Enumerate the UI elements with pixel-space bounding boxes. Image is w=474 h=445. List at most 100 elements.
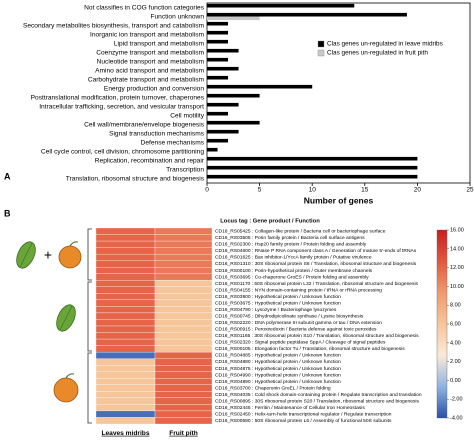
heat-cell <box>95 312 156 320</box>
heat-cell <box>95 358 156 366</box>
bar <box>207 129 239 134</box>
heat-cell <box>95 234 156 242</box>
x-axis-title: Number of genes <box>304 195 374 205</box>
heat-cell <box>95 253 156 261</box>
heat-cell <box>95 227 156 235</box>
heat-cell <box>154 410 213 418</box>
colorbar-tick-label: 0.00 <box>450 378 461 384</box>
heat-cell <box>154 404 213 412</box>
row-label: CD16_RS03695 : Co-chaperone GroES / Prot… <box>215 274 369 280</box>
x-tick-label: 5 <box>258 187 262 194</box>
row-label: CD16_RS00105 : Elongation factor Tu / Tr… <box>215 346 405 352</box>
colorbar-tick-label: 2.00 <box>450 359 461 365</box>
heat-cell <box>154 293 213 301</box>
bar <box>207 84 313 89</box>
heat-cell <box>154 332 213 340</box>
heat-cell <box>95 306 156 314</box>
row-label: CD16_RS04875 : Hypothetical protein / Un… <box>215 366 341 372</box>
x-tick-label: 25 <box>466 187 474 194</box>
colorbar-tick-label: 8.00 <box>450 303 461 309</box>
row-label: CD16_RS01625 : Bax inhibitor-1/YccA fami… <box>215 255 372 261</box>
heat-cell <box>154 273 213 281</box>
row-label: CD16_RS01310 : 30S ribosomal protein S6 … <box>215 261 417 267</box>
row-label: CD16_RS02300 : Hsp20 family protein / Pr… <box>215 242 367 248</box>
heat-cell <box>154 299 213 307</box>
heat-cell <box>95 325 156 333</box>
legend-label: Clas genes un-regulated in leave midribs <box>327 41 443 48</box>
y-tick-label: Inorganic ion transport and metabolism <box>90 31 204 38</box>
bar <box>207 156 418 161</box>
y-tick-label: Amino acid transport and metabolism <box>95 67 204 74</box>
heat-cell <box>154 371 213 379</box>
heat-cell <box>95 273 156 281</box>
row-label: CD16_RS00915 : Peroxiredoxin / Bacteria … <box>215 327 377 333</box>
bar <box>207 66 239 71</box>
colorbar-tick-label: 10.00 <box>450 284 464 290</box>
row-label: CD16_RS03505 : Porin family protein / Ba… <box>215 235 365 241</box>
heat-cell <box>154 384 213 392</box>
bar <box>207 48 239 53</box>
y-tick-label: Replication, recombination and repair <box>95 157 205 164</box>
x-tick-label: 10 <box>309 187 317 194</box>
y-tick-label: Nucleotide transport and metabolism <box>97 58 205 65</box>
bar <box>207 102 239 107</box>
heat-cell <box>154 260 213 268</box>
heat-cell <box>95 384 156 392</box>
y-tick-label: Energy production and conversion <box>104 85 204 92</box>
y-tick-label: Carbohydrate transport and metabolism <box>88 76 205 83</box>
colorbar-tick-label: -4.00 <box>450 415 463 421</box>
x-tick-label: 0 <box>205 187 209 194</box>
y-tick-label: Function unknown <box>150 13 204 20</box>
column-label: Fruit pith <box>169 430 198 437</box>
bar <box>207 120 260 125</box>
y-tick-label: Translation, ribosomal structure and bio… <box>66 175 205 182</box>
heat-cell <box>95 260 156 268</box>
y-tick-label: Intracellular trafficking, secretion, an… <box>39 103 204 110</box>
legend-swatch <box>317 49 325 57</box>
row-label: CD16_RS03900 : Hypothetical protein / Un… <box>215 294 341 300</box>
row-label: CD16_RS02220 : DNA polymerase III subuni… <box>215 320 382 326</box>
panel-label: A <box>4 171 11 181</box>
y-tick-label: Posttranslational modification, protein … <box>31 94 205 101</box>
colorbar <box>436 229 448 419</box>
heat-cell <box>154 280 213 287</box>
row-label: CD16_RS00745 : Dihydrodipicolinate synth… <box>215 313 364 319</box>
heat-cell <box>95 397 156 405</box>
column-label: Leaves midribs <box>101 430 149 437</box>
y-tick-label: Secondary metabolites biosynthesis, tran… <box>23 22 205 29</box>
panel-label: B <box>4 208 11 218</box>
heat-cell <box>154 338 213 346</box>
heat-cell <box>95 410 156 418</box>
heat-cell <box>154 240 213 248</box>
bar <box>207 39 229 44</box>
bar <box>207 165 418 170</box>
heat-cell <box>154 227 213 235</box>
row-label: CD16_RS04600 : RNase P RNA component cla… <box>215 248 417 254</box>
heat-cell <box>95 286 156 294</box>
colorbar-tick-label: -2.00 <box>450 397 463 403</box>
heat-cell <box>95 247 156 255</box>
heat-cell <box>154 391 213 399</box>
x-tick-label: 15 <box>361 187 369 194</box>
heat-cell <box>95 345 156 353</box>
y-tick-label: Lipid transport and metabolism <box>114 40 205 47</box>
row-label: CD16_RS01165 : 30S ribosomal protein S10… <box>215 333 419 339</box>
bar <box>207 174 418 179</box>
heat-cell <box>95 332 156 340</box>
heat-cell <box>154 319 213 327</box>
y-tick-label: Cell cycle control, cell division, chrom… <box>41 148 204 155</box>
legend-swatch <box>317 40 325 48</box>
heat-cell <box>95 293 156 301</box>
heatmap-header: Locus tag : Gene product / Function <box>220 219 320 225</box>
colorbar-tick-label: 14.00 <box>450 246 464 252</box>
bar <box>207 30 229 35</box>
heat-cell <box>154 312 213 320</box>
row-label: CD16_RS02320 : Signal peptide peptidase … <box>215 340 386 346</box>
colorbar-tick-label: 12.00 <box>450 265 464 271</box>
heat-cell <box>95 391 156 399</box>
row-label: CD16_RS02445 : Ferritin / Maintenance of… <box>215 405 365 411</box>
heat-cell <box>95 267 156 274</box>
y-tick-label: Coenzyme transport and metabolism <box>96 49 204 56</box>
heat-cell <box>95 351 156 359</box>
